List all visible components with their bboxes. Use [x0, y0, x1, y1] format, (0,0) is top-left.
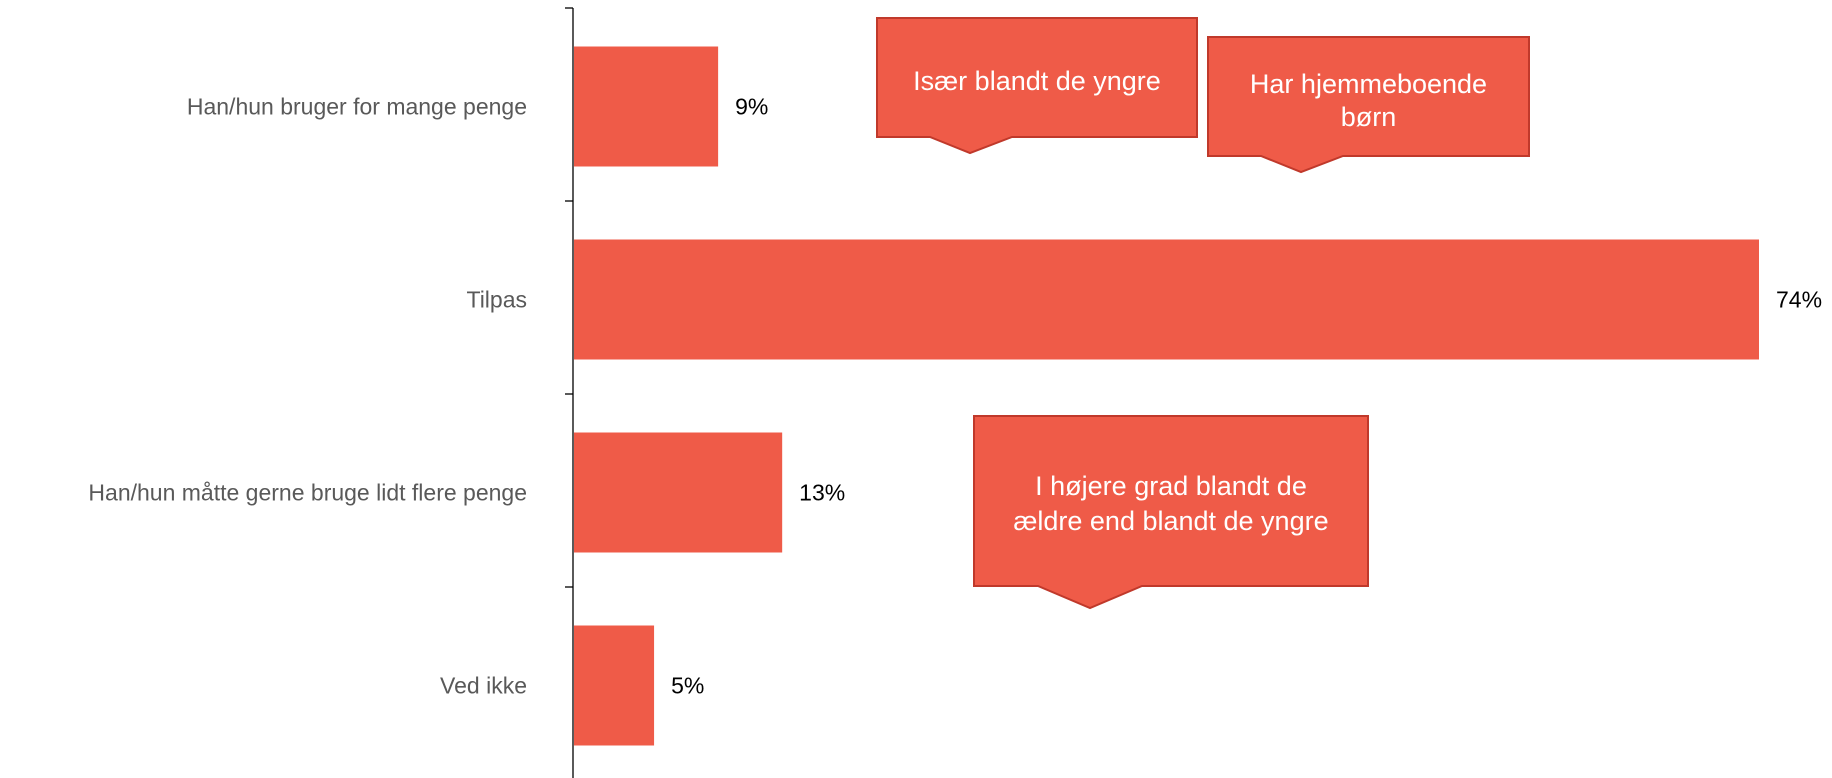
bar: [574, 432, 783, 553]
data-label: 9%: [735, 94, 768, 120]
bar: [574, 239, 1759, 360]
callout-text: Har hjemmeboende: [1250, 69, 1487, 99]
category-label: Han/hun bruger for mange penge: [187, 94, 527, 120]
callouts: Især blandt de yngre Har hjemmeboendebørn…: [876, 17, 1530, 610]
category-label: Tilpas: [467, 287, 528, 313]
y-axis: [565, 7, 574, 778]
data-label: 13%: [799, 480, 845, 506]
data-label: 5%: [671, 673, 704, 699]
callout: I højere grad blandt de ældre end blandt …: [973, 415, 1369, 610]
category-label: Han/hun måtte gerne bruge lidt flere pen…: [88, 480, 527, 506]
bar: [574, 625, 655, 746]
callout-text: ældre end blandt de yngre: [1013, 506, 1328, 536]
data-label: 74%: [1776, 287, 1822, 313]
callout-box: [876, 17, 1198, 155]
bars: [574, 46, 1759, 746]
callout: Især blandt de yngre: [876, 17, 1198, 155]
callout-box: [1207, 36, 1530, 174]
callout-text: børn: [1341, 102, 1397, 132]
labels: Han/hun bruger for mange penge 9% Tilpas 74…: [88, 94, 1822, 699]
callout-text: Især blandt de yngre: [913, 66, 1161, 96]
callout-text: I højere grad blandt de: [1035, 471, 1307, 501]
bar: [574, 46, 719, 167]
category-label: Ved ikke: [440, 673, 527, 699]
callout-box: [973, 415, 1369, 610]
